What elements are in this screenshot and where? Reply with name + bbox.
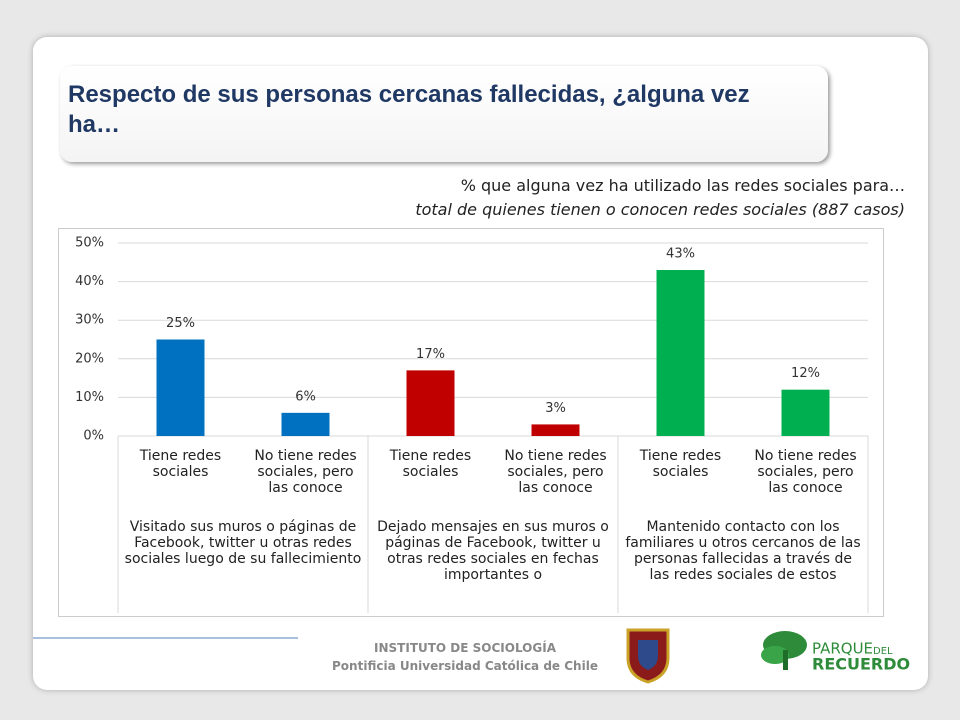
bar [656,270,705,436]
subtitle: total de quienes tienen o conocen redes … [415,200,905,219]
logo-tree [761,631,807,670]
bar [156,339,205,436]
y-tick-label: 0% [83,429,104,444]
x-tick-label: No tiene redes sociales, pero las conoce [754,448,857,496]
data-label: 17% [416,347,445,362]
logo-text: RECUERDO [812,655,910,674]
y-tick-label: 20% [75,351,104,366]
y-tick-label: 10% [75,390,104,405]
footer-institute: INSTITUTO DE SOCIOLOGÍA [374,641,556,655]
group-label: Visitado sus muros o páginas de Facebook… [124,519,362,567]
footer-university: Pontificia Universidad Católica de Chile [332,659,598,673]
logo-text: DEL [873,646,893,657]
bar [531,424,580,436]
title: Respecto de sus personas cercanas fallec… [68,81,750,138]
data-label: 6% [295,389,316,404]
data-label: 3% [545,401,566,416]
bar [406,370,455,436]
x-tick-label: Tiene redes sociales [139,448,222,480]
group-label: Mantenido contacto con los familiares u … [625,519,861,583]
bar [781,389,830,436]
data-label: 12% [791,366,820,381]
x-tick-label: No tiene redes sociales, pero las conoce [254,448,357,496]
x-tick-label: Tiene redes sociales [389,448,472,480]
y-tick-label: 40% [75,274,104,289]
bar [281,412,330,436]
x-tick-label: No tiene redes sociales, pero las conoce [504,448,607,496]
title-box [60,66,828,162]
y-tick-label: 50% [75,236,104,251]
subtitle: % que alguna vez ha utilizado las redes … [460,176,905,195]
y-tick-label: 30% [75,313,104,328]
logo-text: PARQUE [812,640,873,658]
x-tick-label: Tiene redes sociales [639,448,722,480]
data-label: 43% [666,247,695,262]
group-label: Dejado mensajes en sus muros o páginas d… [377,519,609,583]
crest [626,628,670,684]
data-label: 25% [166,316,195,331]
